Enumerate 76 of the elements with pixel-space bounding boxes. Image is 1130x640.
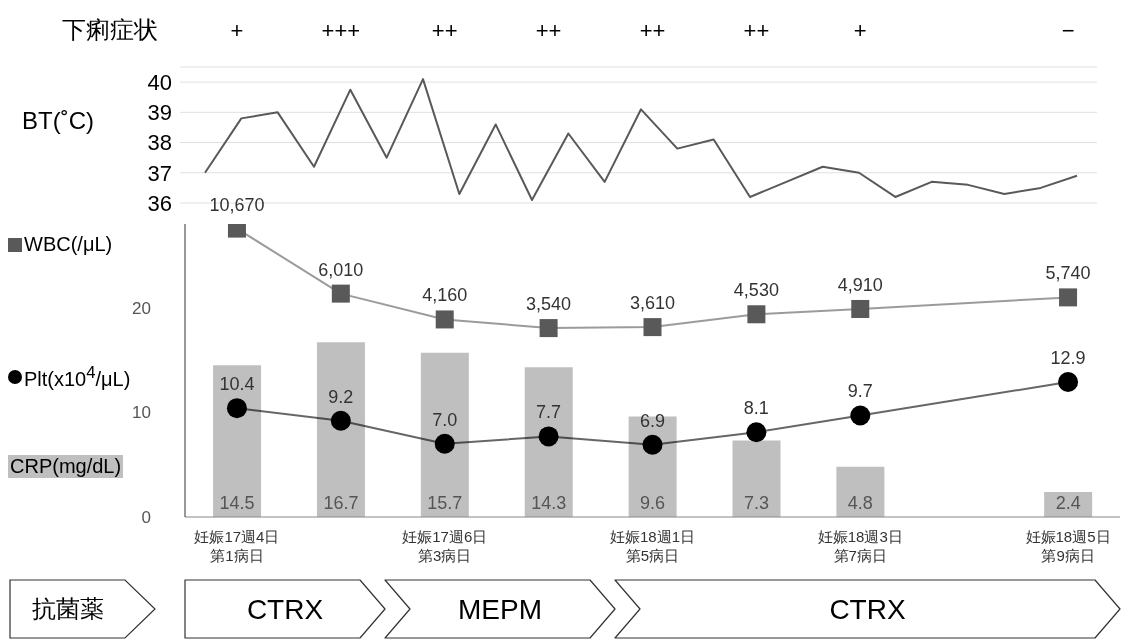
category-label: CTRX xyxy=(246,594,324,625)
data-label: 7.7 xyxy=(536,402,562,423)
point xyxy=(642,434,663,455)
point xyxy=(330,410,351,431)
data-label: 4,160 xyxy=(422,285,468,306)
data-label: 4.8 xyxy=(847,493,873,513)
data-label: 15.7 xyxy=(427,493,463,513)
point xyxy=(746,422,767,443)
x-tick-label: 妊娠17週4日第1病日 xyxy=(193,527,281,565)
y-tick-label: 40 xyxy=(147,69,172,95)
category-label: + xyxy=(230,18,244,43)
data-label: 16.7 xyxy=(323,493,359,513)
y-tick-label: 20 xyxy=(132,298,151,318)
category-label: + xyxy=(853,18,867,43)
data-label: 3,540 xyxy=(526,294,572,315)
data-label: 5,740 xyxy=(1045,263,1091,284)
text: 下痢症状 xyxy=(62,16,158,43)
data-label: 3,610 xyxy=(629,293,676,314)
data-label: 7.0 xyxy=(432,409,458,430)
x-tick-label: 妊娠18週5日第9病日 xyxy=(1024,527,1112,565)
text: CRP(mg/dL) xyxy=(10,455,122,478)
y-tick-label: 39 xyxy=(147,100,172,126)
data-label: 6.9 xyxy=(639,410,666,431)
point xyxy=(538,426,559,447)
data-label: 9.7 xyxy=(847,381,873,402)
data-label: 9.2 xyxy=(328,386,354,407)
data-label: 14.5 xyxy=(219,493,255,513)
bar xyxy=(836,466,885,517)
data-label: 14.3 xyxy=(531,493,567,513)
y-tick-label: 36 xyxy=(147,190,172,216)
point xyxy=(434,433,455,454)
category-label: +++ xyxy=(321,18,361,43)
category-label: CTRX xyxy=(829,594,906,625)
category-label: ++ xyxy=(639,18,666,43)
point xyxy=(643,318,662,337)
legend-label: WBC(/μL) xyxy=(24,233,113,256)
category-label: ++ xyxy=(535,18,562,43)
data-label: 12.9 xyxy=(1050,348,1086,369)
bar xyxy=(420,352,469,517)
y-axis-title: BT(˚C) xyxy=(22,107,94,135)
x-tick-label: 妊娠17週6日第3病日 xyxy=(401,527,489,565)
data-label: 10.4 xyxy=(219,374,255,395)
point xyxy=(1059,288,1078,307)
legend-label: Plt(x10$^{4}$/μL) xyxy=(24,363,131,391)
bar xyxy=(213,365,262,517)
bar xyxy=(316,342,365,517)
point xyxy=(851,299,870,318)
category-label: ++ xyxy=(431,18,458,43)
bar xyxy=(628,416,677,517)
point xyxy=(539,319,558,338)
bar xyxy=(524,367,573,517)
data-label: 7.3 xyxy=(743,493,770,513)
point xyxy=(435,310,454,329)
data-label: 4,530 xyxy=(733,280,779,301)
category-label: MEPM xyxy=(458,594,542,625)
y-tick-label: 37 xyxy=(147,160,172,186)
x-tick-label: 妊娠18週1日第5病日 xyxy=(609,527,696,565)
point xyxy=(747,305,766,324)
y-tick-label: 10 xyxy=(132,403,151,423)
point xyxy=(1058,372,1079,393)
x-tick-label: 妊娠18週3日第7病日 xyxy=(816,527,904,565)
point xyxy=(331,284,350,303)
data-label: 8.1 xyxy=(743,398,769,419)
y-tick-label: 38 xyxy=(147,130,172,156)
data-label: 9.6 xyxy=(640,493,666,513)
bar xyxy=(732,440,781,517)
y-tick-label: 0 xyxy=(141,508,151,528)
data-label: 10,670 xyxy=(209,194,265,215)
point xyxy=(850,405,871,426)
point xyxy=(226,398,247,419)
data-label: 6,010 xyxy=(318,259,364,280)
category-label: ++ xyxy=(743,18,770,43)
category-label: − xyxy=(1061,18,1075,43)
data-label: 4,910 xyxy=(837,274,883,295)
text: 抗菌薬 xyxy=(32,595,104,622)
data-label: 2.4 xyxy=(1055,493,1081,513)
